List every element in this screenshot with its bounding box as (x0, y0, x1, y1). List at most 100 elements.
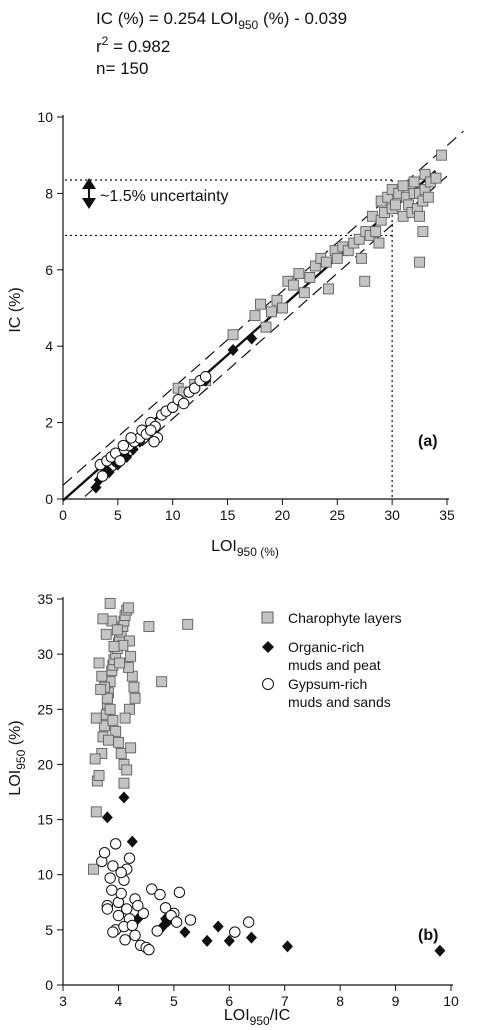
panel-b-square-point (93, 657, 105, 669)
panel-b-y-tick-label: 20 (37, 756, 53, 772)
panel-a-square-point (331, 252, 343, 264)
panel-b-circle-point (112, 909, 125, 922)
panel-b-square-point (93, 770, 105, 781)
panel-b-diamond-point (201, 934, 213, 947)
panel-b-circle-point (159, 902, 172, 914)
panel-b-circle-point (242, 916, 255, 928)
panel-a-square-point (276, 302, 288, 314)
panel-b-circle-point (107, 860, 119, 872)
panel-a-x-tick-label: 10 (165, 507, 181, 523)
panel-a-circle-point (145, 424, 157, 436)
panel-a-y-tick-label: 4 (45, 338, 53, 354)
panel-b-square-point (95, 683, 107, 695)
equation-main: IC (%) = 0.254 LOI (96, 9, 238, 28)
equation-subscript: 950 (238, 18, 258, 32)
panel-a-square-point (408, 176, 420, 188)
panel-b-circle-point (184, 914, 197, 926)
panel-b-square-point (114, 657, 125, 669)
panel-a-square-point (304, 271, 316, 283)
panel-b-circle-point (229, 926, 241, 938)
panel-a-x-ticks: 0 5 10 15 20 25 30 35 (59, 499, 455, 523)
panel-a-square-point (342, 245, 354, 257)
panel-a-square-point (271, 294, 283, 306)
panel-a-square-point (353, 233, 365, 245)
panel-b-square-point (156, 676, 168, 688)
panel-b-diamond-point (223, 934, 235, 947)
panel-a-x-tick-label: 35 (439, 507, 455, 523)
panel-b-circle-point (107, 926, 119, 938)
panel-b-circle-point (98, 846, 111, 859)
panel-b-diamond-point (245, 931, 257, 944)
panel-b-square-point (118, 777, 130, 789)
panel-a-square-point (359, 275, 371, 287)
panel-b-circle-point (137, 907, 150, 920)
panel-a-diamond-point (246, 332, 258, 345)
panel-b-circle-point (109, 838, 122, 850)
panel-a-square-point (309, 260, 321, 272)
reference-lines (65, 179, 393, 499)
panel-a-square-point (417, 226, 429, 238)
panel-a-square-point (249, 310, 261, 322)
panel-a-square-point (320, 256, 332, 268)
panel-b-circle-point (126, 919, 138, 932)
panel-b-square-point (90, 712, 102, 724)
panel-a-axes (62, 115, 449, 500)
panel-b-circle-point (123, 852, 136, 864)
panel-a-square-point (298, 287, 310, 299)
panel-b-y-axis-title: LOI950 (%) (7, 720, 28, 795)
panel-a-y-tick-label: 8 (45, 185, 53, 201)
panel-b-square-point (104, 676, 116, 688)
panel-b-xlabel-suffix: /IC (270, 1007, 290, 1024)
panel-a-square-point (436, 149, 447, 161)
panel-b-x-tick-label: 3 (59, 993, 67, 1009)
panel-b-circle-point (132, 899, 144, 912)
panel-b-x-ticks: 3 4 5 6 7 8 9 10 (59, 985, 459, 1009)
panel-b-circle-point (104, 872, 116, 884)
panel-b-diamond-point (281, 940, 293, 953)
panel-b-ylabel-main: LOI (7, 770, 24, 796)
panel-a-x-tick-label: 30 (384, 507, 400, 523)
panel-b-square-point (104, 597, 116, 609)
panel-b-diamond-point (118, 791, 130, 804)
panel-b-circle-point (151, 925, 163, 937)
panel-b-y-tick-label: 0 (45, 977, 53, 993)
panel-b-xlabel-main: LOI (224, 1007, 250, 1024)
panel-b-square-point (111, 624, 123, 636)
panel-b-circle-point (106, 884, 118, 896)
panel-a-x-tick-label: 0 (59, 507, 67, 523)
panel-a-square-point (389, 199, 401, 211)
panel-b-circle-point (121, 903, 133, 915)
panel-a-square-point (266, 306, 277, 318)
r-squared: r2 = 0.982 (96, 34, 170, 56)
panel-b-square-point (96, 670, 108, 682)
panel-b-square-point (96, 747, 108, 759)
r-squared-symbol: r (96, 37, 102, 56)
panel-b-diamond-point (179, 926, 191, 939)
panel-a-xlabel-main: LOI (211, 538, 237, 555)
panel-b-square-point (182, 618, 194, 630)
panel-b-y-tick-label: 30 (37, 646, 53, 662)
panel-b-square-point (119, 712, 131, 724)
panel-b-square-point (104, 703, 116, 715)
panel-b-circle-point (154, 888, 166, 901)
panel-a-x-axis-title: LOI950 (%) (211, 538, 279, 559)
panel-a-circle-point (114, 455, 126, 467)
panel-b-y-tick-label: 10 (37, 867, 53, 883)
panel-a-square-point (293, 268, 305, 280)
panel-a-x-tick-label: 15 (220, 507, 236, 523)
panel-b-x-tick-label: 5 (170, 993, 178, 1009)
panel-b-y-tick-label: 5 (45, 922, 53, 938)
legend-organic-line1: Organic-rich (288, 639, 364, 655)
legend-gypsum-line2: muds and sands (288, 694, 391, 710)
panel-b-square-point (122, 602, 134, 614)
panel-b-x-tick-label: 10 (443, 993, 459, 1009)
uncertainty-annotation: ~1.5% uncertainty (82, 178, 229, 209)
panel-b-diamond-point (126, 835, 138, 848)
panel-a-square-point (430, 172, 442, 184)
panel-b-circle-point (115, 887, 127, 900)
panel-a-diamond-point (227, 344, 239, 357)
panel-b-circle-point (119, 934, 131, 946)
legend-square-marker (261, 611, 274, 624)
legend-diamond-marker (262, 641, 274, 653)
